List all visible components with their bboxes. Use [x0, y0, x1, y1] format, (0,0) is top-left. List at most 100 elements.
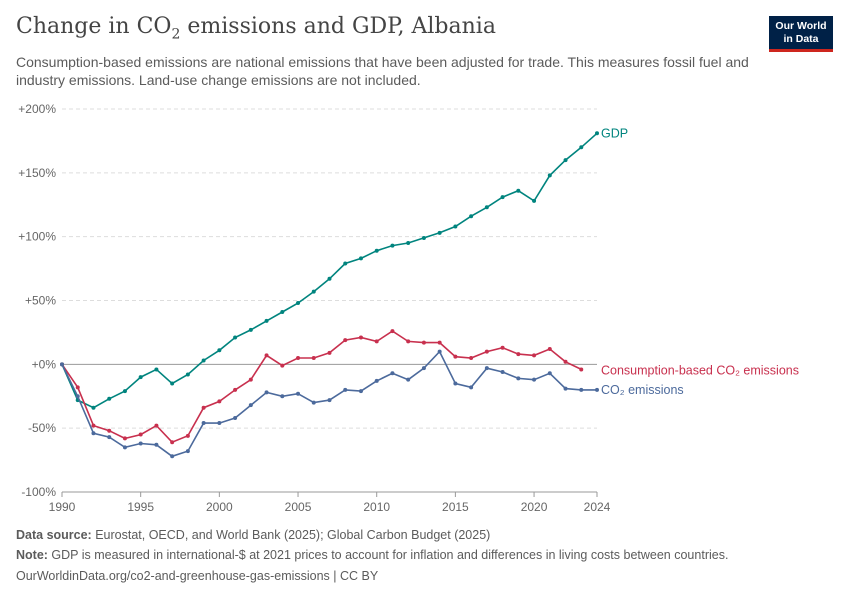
data-point [579, 367, 584, 372]
data-point [217, 421, 222, 426]
data-point [595, 387, 599, 392]
data-point [532, 353, 537, 358]
y-tick-label: -50% [28, 421, 56, 435]
y-tick-label: +200% [18, 102, 56, 116]
data-point [327, 276, 332, 281]
data-point [201, 405, 206, 410]
data-point [390, 371, 395, 376]
data-point [107, 435, 112, 440]
data-point [296, 355, 301, 360]
data-point [60, 362, 64, 367]
data-point [500, 369, 505, 374]
data-point [547, 347, 552, 352]
data-point [374, 339, 379, 344]
data-point [469, 385, 474, 390]
data-point [469, 355, 474, 360]
data-point [421, 340, 426, 345]
x-tick-label: 2020 [521, 500, 548, 514]
data-point [170, 454, 175, 459]
data-point [122, 436, 127, 441]
data-point [453, 224, 458, 229]
data-point [264, 353, 269, 358]
data-point [233, 387, 238, 392]
data-point [343, 338, 348, 343]
data-point [327, 398, 332, 403]
data-point [547, 371, 552, 376]
data-point [296, 391, 301, 396]
y-tick-label: +0% [32, 357, 57, 371]
data-point [201, 358, 206, 363]
data-point [75, 394, 80, 399]
data-point [500, 345, 505, 350]
data-point [107, 396, 112, 401]
data-point [233, 415, 238, 420]
data-point [217, 348, 222, 353]
y-tick-label: +50% [25, 294, 56, 308]
data-point [170, 440, 175, 445]
data-point [296, 301, 301, 306]
data-point [185, 433, 190, 438]
data-point [343, 387, 348, 392]
data-point [91, 405, 96, 410]
data-point [264, 390, 269, 395]
data-point [311, 400, 316, 405]
data-point [406, 241, 411, 246]
logo-line-1: Our World [775, 20, 827, 32]
data-point [516, 376, 521, 381]
data-point [122, 389, 127, 394]
data-point [358, 389, 363, 394]
data-point [421, 366, 426, 371]
y-tick-label: +100% [18, 230, 56, 244]
data-point [248, 327, 253, 332]
data-point [311, 355, 316, 360]
data-point [469, 214, 474, 219]
data-point [185, 449, 190, 454]
data-point [248, 377, 253, 382]
data-point [390, 243, 395, 248]
data-point [437, 349, 442, 354]
data-point [327, 350, 332, 355]
owid-logo[interactable]: Our World in Data [769, 16, 833, 52]
data-point [374, 378, 379, 383]
data-point [390, 329, 395, 334]
data-point [280, 363, 285, 368]
data-point [138, 375, 143, 380]
series-label: GDP [601, 126, 628, 140]
x-tick-label: 1990 [49, 500, 76, 514]
data-point [406, 377, 411, 382]
series-line-2 [61, 350, 597, 458]
data-point [563, 359, 568, 364]
data-point [91, 423, 96, 428]
x-tick-label: 2015 [442, 500, 469, 514]
data-point [154, 442, 159, 447]
chart-title: Change in CO2 emissions and GDP, Albania [16, 14, 496, 43]
logo-line-2: in Data [783, 33, 819, 45]
data-point [217, 399, 222, 404]
data-point [516, 352, 521, 357]
data-point [201, 421, 206, 426]
data-point [233, 335, 238, 340]
data-point [343, 261, 348, 266]
data-point [579, 145, 584, 150]
data-point [91, 431, 96, 436]
data-point [484, 349, 489, 354]
data-point [280, 309, 285, 314]
data-point [453, 354, 458, 359]
data-point [421, 235, 426, 240]
data-point [532, 198, 537, 203]
series-label: CO₂ emissions [601, 383, 684, 397]
data-source-note: Data source: Eurostat, OECD, and World B… [16, 528, 491, 542]
data-point [248, 403, 253, 408]
data-point [107, 428, 112, 433]
data-point [138, 432, 143, 437]
source-url[interactable]: OurWorldinData.org/co2-and-greenhouse-ga… [16, 569, 379, 583]
data-point [437, 230, 442, 235]
data-point [358, 335, 363, 340]
data-point [437, 340, 442, 345]
chart-subtitle: Consumption-based emissions are national… [16, 54, 749, 88]
footnote: Note: GDP is measured in international-$… [16, 548, 729, 562]
x-tick-label: 2010 [363, 500, 390, 514]
x-tick-label: 2000 [206, 500, 233, 514]
series-line-1 [61, 330, 582, 444]
